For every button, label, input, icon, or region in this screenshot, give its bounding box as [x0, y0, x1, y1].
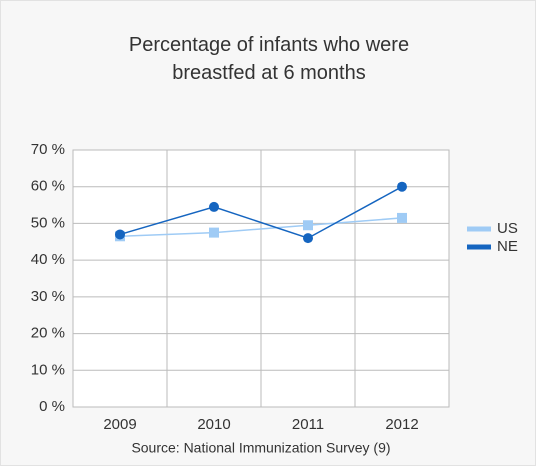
point-marker [303, 220, 313, 231]
point-marker [115, 229, 125, 240]
point-marker [209, 227, 219, 238]
y-tick-label: 50 % [31, 214, 65, 231]
point-marker [397, 181, 407, 192]
point-marker [397, 212, 407, 223]
y-tick-label: 20 % [31, 325, 65, 342]
series-line [119, 217, 403, 238]
x-tick-label: 2012 [385, 416, 418, 433]
legend-label: NE [497, 238, 518, 255]
point-marker [303, 233, 313, 244]
x-tick-label: 2011 [292, 416, 324, 433]
point-marker [209, 201, 219, 212]
y-tick-label: 0 % [39, 398, 65, 415]
source-note: Source: National Immunization Survey (9) [131, 440, 390, 456]
series-line [119, 186, 403, 239]
y-tick-label: 70 % [31, 141, 65, 158]
x-tick-label: 2009 [103, 416, 136, 433]
y-tick-label: 40 % [31, 251, 65, 268]
y-tick-label: 10 % [31, 361, 65, 378]
y-tick-label: 60 % [31, 178, 65, 195]
chart-title: Percentage of infants who were breastfed… [128, 34, 410, 84]
x-tick-label: 2010 [197, 416, 230, 433]
y-tick-label: 30 % [31, 288, 65, 305]
legend-label: US [497, 220, 518, 237]
